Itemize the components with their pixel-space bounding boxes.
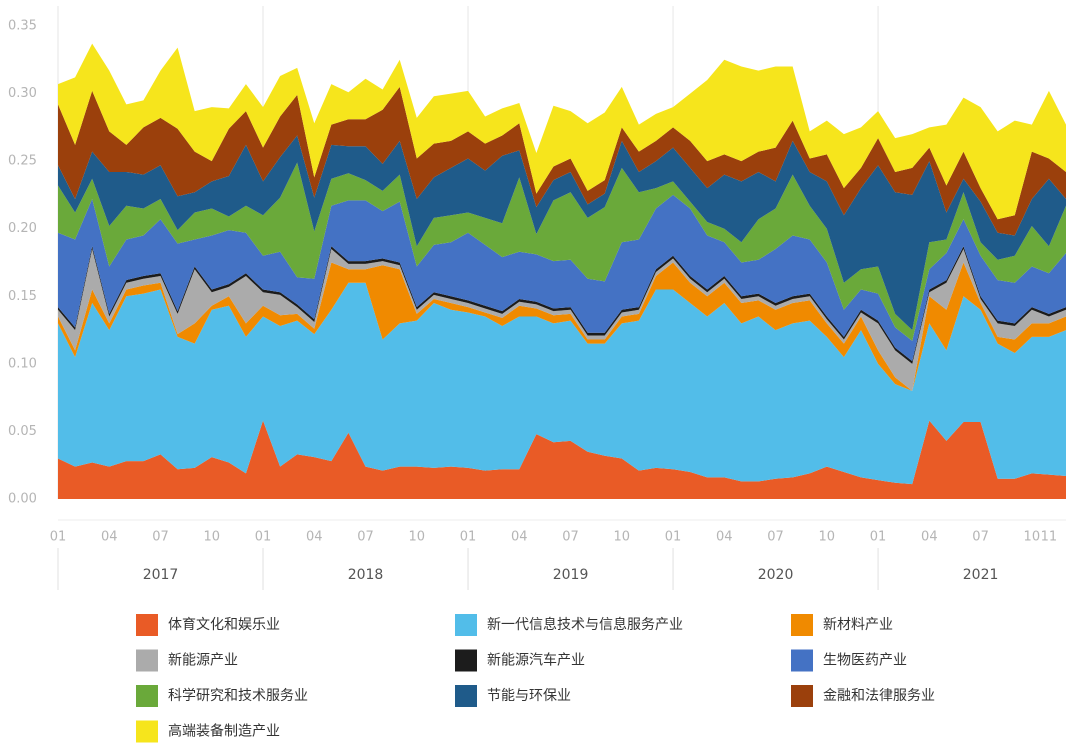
year-label: 2021 xyxy=(963,567,999,583)
legend-label: 新材料产业 xyxy=(823,617,893,633)
legend-swatch xyxy=(136,649,158,672)
area xyxy=(58,194,1066,362)
x-tick-label: 07 xyxy=(357,530,374,545)
year-label: 2018 xyxy=(348,567,384,583)
legend-swatch xyxy=(791,685,813,707)
y-tick-label: 0.35 xyxy=(8,19,37,34)
legend-label: 体育文化和娱乐业 xyxy=(168,617,280,633)
legend-swatch xyxy=(791,649,813,672)
x-tick-label: 01 xyxy=(665,530,682,545)
x-tick-label: 10 xyxy=(409,530,426,545)
legend-label: 科学研究和技术服务业 xyxy=(168,688,308,704)
y-tick-label: 0.25 xyxy=(8,154,37,169)
legend-label: 新能源汽车产业 xyxy=(487,652,585,669)
legend-swatch xyxy=(455,614,477,636)
y-tick-label: 0.20 xyxy=(8,221,37,236)
y-tick-label: 0.05 xyxy=(8,424,37,439)
year-label: 2017 xyxy=(143,567,179,583)
x-tick-label: 01 xyxy=(870,530,887,545)
legend-swatch xyxy=(136,614,158,636)
legend-swatch xyxy=(455,649,477,672)
area xyxy=(58,162,1066,341)
x-tick-label: 04 xyxy=(306,530,323,545)
area xyxy=(58,135,1066,331)
area xyxy=(58,262,1066,391)
legend-label: 金融和法律服务业 xyxy=(823,688,935,704)
legend-label: 高端装备制造产业 xyxy=(168,723,280,740)
legend-swatch xyxy=(136,685,158,707)
area xyxy=(58,420,1066,499)
y-tick-label: 0.10 xyxy=(8,356,37,371)
x-tick-label: 04 xyxy=(101,530,118,545)
legend-swatch xyxy=(136,720,158,743)
x-tick-label: 07 xyxy=(972,530,989,545)
y-tick-label: 0.00 xyxy=(8,492,37,507)
y-tick-label: 0.30 xyxy=(8,86,37,101)
year-label: 2019 xyxy=(553,567,589,583)
legend-label: 新一代信息技术与信息服务产业 xyxy=(487,616,683,633)
area xyxy=(58,86,1066,236)
year-label: 2020 xyxy=(758,567,794,583)
legend-label: 新能源产业 xyxy=(168,653,238,669)
x-tick-label: 10 xyxy=(819,530,836,545)
x-tick-label: 10 xyxy=(1024,530,1041,545)
x-tick-label: 01 xyxy=(255,530,272,545)
x-tick-label: 10 xyxy=(614,530,631,545)
legend-label: 节能与环保业 xyxy=(487,688,571,704)
x-tick-label: 04 xyxy=(716,530,733,545)
legend-label: 生物医药产业 xyxy=(823,653,907,669)
area xyxy=(58,43,1066,220)
x-tick-label: 01 xyxy=(50,530,67,545)
x-tick-label: 11 xyxy=(1041,530,1058,545)
x-tick-label: 07 xyxy=(767,530,784,545)
area xyxy=(58,282,1066,485)
x-tick-label: 07 xyxy=(152,530,169,545)
x-tick-label: 10 xyxy=(203,530,220,545)
x-tick-label: 01 xyxy=(460,530,477,545)
y-tick-label: 0.15 xyxy=(8,289,37,304)
area xyxy=(58,248,1066,391)
x-tick-label: 04 xyxy=(921,530,938,545)
x-tick-label: 04 xyxy=(511,530,528,545)
x-tick-label: 07 xyxy=(562,530,579,545)
legend-swatch xyxy=(455,685,477,707)
legend-swatch xyxy=(791,614,813,636)
